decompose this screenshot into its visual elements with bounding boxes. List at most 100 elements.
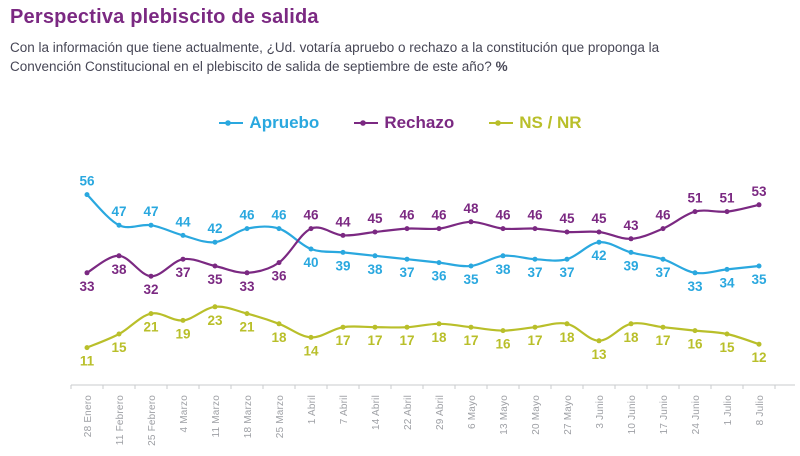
data-point[interactable] [84,345,90,351]
data-point[interactable] [532,226,538,232]
data-point[interactable] [756,341,762,347]
data-point[interactable] [244,270,250,276]
data-point[interactable] [212,304,218,310]
data-point[interactable] [436,260,442,266]
data-point[interactable] [564,256,570,262]
data-point[interactable] [660,256,666,262]
data-point[interactable] [212,239,218,245]
data-point[interactable] [724,331,730,337]
data-point[interactable] [468,263,474,269]
data-point[interactable] [596,338,602,344]
data-point[interactable] [628,249,634,255]
data-point[interactable] [628,236,634,242]
data-point-label: 42 [591,248,606,263]
data-point[interactable] [692,270,698,276]
chart-header: Perspectiva plebiscito de salida Con la … [10,6,790,76]
x-axis-label: 28 Enero [83,395,94,437]
data-point[interactable] [564,229,570,235]
legend-item-nsnr[interactable]: NS / NR [488,113,582,133]
data-point[interactable] [500,226,506,232]
data-point[interactable] [756,202,762,208]
data-point[interactable] [180,256,186,262]
data-point-label: 35 [751,272,767,287]
data-point[interactable] [468,324,474,330]
data-point[interactable] [660,226,666,232]
data-point[interactable] [372,324,378,330]
data-point[interactable] [372,229,378,235]
page-title: Perspectiva plebiscito de salida [10,6,319,28]
data-point[interactable] [116,222,122,228]
x-axis-label: 6 Mayo [467,395,478,429]
data-point[interactable] [468,219,474,225]
data-point-label: 44 [175,214,191,229]
data-point[interactable] [404,324,410,330]
data-point[interactable] [276,226,282,232]
data-point[interactable] [532,324,538,330]
data-point-label: 43 [623,218,639,233]
data-point[interactable] [724,266,730,272]
data-point[interactable] [244,311,250,317]
survey-question-line2: Convención Constitucional en el plebisci… [10,59,492,75]
data-point[interactable] [308,226,314,232]
data-point[interactable] [500,253,506,259]
data-point[interactable] [436,321,442,327]
data-point[interactable] [148,273,154,279]
data-point-label: 38 [367,262,383,277]
data-point-label: 17 [367,333,382,348]
data-point-label: 21 [239,320,255,335]
x-axis-label: 25 Marzo [275,395,286,439]
data-point[interactable] [340,232,346,238]
data-point-label: 21 [143,320,159,335]
data-point[interactable] [116,331,122,337]
data-point[interactable] [308,334,314,340]
data-point[interactable] [276,260,282,266]
data-point[interactable] [148,311,154,317]
data-point[interactable] [84,192,90,198]
data-point[interactable] [628,321,634,327]
data-point[interactable] [276,321,282,327]
data-point-label: 37 [399,265,414,280]
data-point-label: 16 [687,337,703,352]
x-axis-label: 1 Abril [307,395,318,424]
x-axis-label: 14 Abril [371,395,382,430]
data-point[interactable] [692,328,698,334]
data-point[interactable] [756,263,762,269]
data-point[interactable] [692,209,698,215]
data-point-label: 38 [495,262,511,277]
line-with-dot-icon [354,120,379,126]
data-point-label: 48 [463,201,479,216]
data-point[interactable] [212,263,218,269]
data-point-label: 46 [271,208,287,223]
data-point[interactable] [596,239,602,245]
legend-label-rechazo: Rechazo [384,113,455,132]
data-point[interactable] [660,324,666,330]
data-point[interactable] [116,253,122,259]
line-chart: 28 Enero 11 Febrero 25 Febrero 4 Marzo 11 Ma… [70,174,795,446]
x-axis-label: 8 Julio [755,395,766,426]
data-point-label: 47 [143,204,158,219]
data-point[interactable] [404,256,410,262]
data-point[interactable] [244,226,250,232]
data-point[interactable] [372,253,378,259]
data-point[interactable] [596,229,602,235]
data-point[interactable] [500,328,506,334]
data-point[interactable] [724,209,730,215]
data-point[interactable] [148,222,154,228]
data-point-label: 16 [495,337,511,352]
survey-question-line1: Con la información que tiene actualmente… [10,40,660,55]
data-point[interactable] [308,246,314,252]
data-point[interactable] [84,270,90,276]
data-point[interactable] [180,232,186,238]
data-point[interactable] [436,226,442,232]
x-axis-label: 3 Junio [595,395,606,429]
data-point[interactable] [404,226,410,232]
data-point-label: 17 [463,333,478,348]
data-point[interactable] [340,249,346,255]
legend-item-rechazo[interactable]: Rechazo [353,113,454,133]
data-point[interactable] [532,256,538,262]
data-point[interactable] [340,324,346,330]
data-point-label: 18 [559,330,575,345]
data-point[interactable] [180,317,186,323]
legend-item-apruebo[interactable]: Apruebo [218,113,319,133]
data-point[interactable] [564,321,570,327]
